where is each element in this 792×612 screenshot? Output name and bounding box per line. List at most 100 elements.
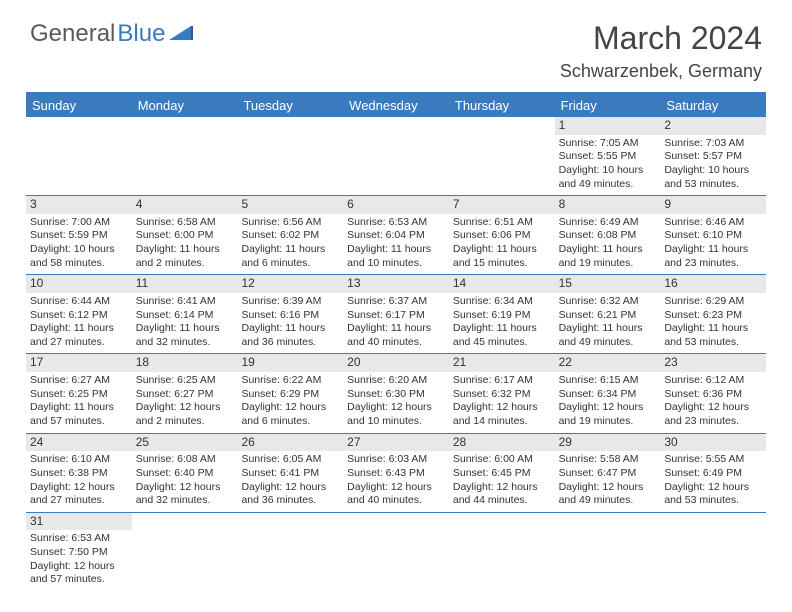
day-info-line: Sunset: 6:27 PM bbox=[136, 388, 234, 402]
day-cell: 20Sunrise: 6:20 AMSunset: 6:30 PMDayligh… bbox=[343, 354, 449, 432]
day-number: 15 bbox=[555, 275, 661, 293]
logo: GeneralBlue bbox=[30, 20, 197, 48]
day-info-line: Sunrise: 6:34 AM bbox=[453, 295, 551, 309]
day-number: 21 bbox=[449, 354, 555, 372]
week-row: 1Sunrise: 7:05 AMSunset: 5:55 PMDaylight… bbox=[26, 117, 766, 196]
day-info-line: Daylight: 11 hours bbox=[241, 322, 339, 336]
day-info-line: and 6 minutes. bbox=[241, 257, 339, 271]
day-number: 9 bbox=[660, 196, 766, 214]
day-info-line: Sunset: 6:04 PM bbox=[347, 229, 445, 243]
day-info-line: Sunset: 6:43 PM bbox=[347, 467, 445, 481]
day-number: 13 bbox=[343, 275, 449, 293]
day-info-line: and 36 minutes. bbox=[241, 336, 339, 350]
day-info-line: Daylight: 11 hours bbox=[453, 243, 551, 257]
day-number: 28 bbox=[449, 434, 555, 452]
day-info-line: Daylight: 11 hours bbox=[664, 243, 762, 257]
day-number: 3 bbox=[26, 196, 132, 214]
day-cell: 17Sunrise: 6:27 AMSunset: 6:25 PMDayligh… bbox=[26, 354, 132, 432]
day-info-line: and 40 minutes. bbox=[347, 336, 445, 350]
day-info-line: Sunrise: 6:41 AM bbox=[136, 295, 234, 309]
day-info-line: and 32 minutes. bbox=[136, 494, 234, 508]
day-number: 2 bbox=[660, 117, 766, 135]
day-info-line: Daylight: 11 hours bbox=[241, 243, 339, 257]
day-info-line: Sunset: 6:14 PM bbox=[136, 309, 234, 323]
calendar: SundayMondayTuesdayWednesdayThursdayFrid… bbox=[26, 92, 766, 591]
day-info-line: and 53 minutes. bbox=[664, 178, 762, 192]
day-cell-empty bbox=[449, 513, 555, 591]
day-cell: 13Sunrise: 6:37 AMSunset: 6:17 PMDayligh… bbox=[343, 275, 449, 353]
day-info-line: Daylight: 11 hours bbox=[453, 322, 551, 336]
day-info-line: and 10 minutes. bbox=[347, 415, 445, 429]
day-cell-empty bbox=[26, 117, 132, 195]
day-info-line: Sunset: 6:12 PM bbox=[30, 309, 128, 323]
day-info-line: Sunrise: 6:44 AM bbox=[30, 295, 128, 309]
day-cell: 7Sunrise: 6:51 AMSunset: 6:06 PMDaylight… bbox=[449, 196, 555, 274]
day-cell-empty bbox=[237, 117, 343, 195]
day-info-line: Daylight: 11 hours bbox=[136, 243, 234, 257]
day-info-line: Sunset: 6:23 PM bbox=[664, 309, 762, 323]
day-number: 31 bbox=[26, 513, 132, 531]
day-number: 24 bbox=[26, 434, 132, 452]
logo-flag-icon bbox=[169, 24, 197, 44]
day-info-line: Daylight: 12 hours bbox=[347, 401, 445, 415]
day-cell: 4Sunrise: 6:58 AMSunset: 6:00 PMDaylight… bbox=[132, 196, 238, 274]
day-info-line: Sunset: 6:49 PM bbox=[664, 467, 762, 481]
day-info-line: Sunset: 6:17 PM bbox=[347, 309, 445, 323]
day-cell: 22Sunrise: 6:15 AMSunset: 6:34 PMDayligh… bbox=[555, 354, 661, 432]
day-info-line: Sunrise: 5:55 AM bbox=[664, 453, 762, 467]
header: GeneralBlue March 2024 Schwarzenbek, Ger… bbox=[0, 0, 792, 92]
day-number: 14 bbox=[449, 275, 555, 293]
day-info-line: and 32 minutes. bbox=[136, 336, 234, 350]
day-info-line: and 2 minutes. bbox=[136, 415, 234, 429]
day-cell: 28Sunrise: 6:00 AMSunset: 6:45 PMDayligh… bbox=[449, 434, 555, 512]
day-info-line: Daylight: 12 hours bbox=[559, 401, 657, 415]
day-number: 10 bbox=[26, 275, 132, 293]
day-header: Monday bbox=[132, 94, 238, 117]
day-cell: 23Sunrise: 6:12 AMSunset: 6:36 PMDayligh… bbox=[660, 354, 766, 432]
day-cell-empty bbox=[555, 513, 661, 591]
day-info-line: Sunrise: 7:03 AM bbox=[664, 137, 762, 151]
day-number: 12 bbox=[237, 275, 343, 293]
day-number: 27 bbox=[343, 434, 449, 452]
day-info-line: Sunset: 6:25 PM bbox=[30, 388, 128, 402]
day-number: 18 bbox=[132, 354, 238, 372]
day-info-line: Sunrise: 6:27 AM bbox=[30, 374, 128, 388]
day-number: 26 bbox=[237, 434, 343, 452]
day-info-line: Sunset: 6:30 PM bbox=[347, 388, 445, 402]
day-info-line: Daylight: 10 hours bbox=[30, 243, 128, 257]
day-header: Thursday bbox=[449, 94, 555, 117]
day-info-line: Sunrise: 6:15 AM bbox=[559, 374, 657, 388]
day-info-line: and 58 minutes. bbox=[30, 257, 128, 271]
day-cell: 19Sunrise: 6:22 AMSunset: 6:29 PMDayligh… bbox=[237, 354, 343, 432]
day-info-line: Sunrise: 6:29 AM bbox=[664, 295, 762, 309]
day-cell: 29Sunrise: 5:58 AMSunset: 6:47 PMDayligh… bbox=[555, 434, 661, 512]
week-row: 17 Sunrise: 6:27 AMSunset: 6:25 PM Dayligh… bbox=[26, 354, 766, 433]
day-info-line: Daylight: 11 hours bbox=[347, 322, 445, 336]
day-header: Sunday bbox=[26, 94, 132, 117]
day-info-line: Sunrise: 6:22 AM bbox=[241, 374, 339, 388]
day-info-line: and 19 minutes. bbox=[559, 415, 657, 429]
day-info-line: Sunset: 6:32 PM bbox=[453, 388, 551, 402]
day-info-line: and 23 minutes. bbox=[664, 415, 762, 429]
day-number: 7 bbox=[449, 196, 555, 214]
day-info-line: Sunrise: 6:39 AM bbox=[241, 295, 339, 309]
day-info-line: and 45 minutes. bbox=[453, 336, 551, 350]
day-cell: 18Sunrise: 6:25 AMSunset: 6:27 PMDayligh… bbox=[132, 354, 238, 432]
day-info-line: Sunrise: 6:56 AM bbox=[241, 216, 339, 230]
day-number: 16 bbox=[660, 275, 766, 293]
day-number: 19 bbox=[237, 354, 343, 372]
day-number: 17 bbox=[26, 354, 132, 372]
day-info-line: and 19 minutes. bbox=[559, 257, 657, 271]
day-number: 8 bbox=[555, 196, 661, 214]
day-info-line: Sunrise: 6:12 AM bbox=[664, 374, 762, 388]
day-cell: 24Sunrise: 6:10 AMSunset: 6:38 PMDayligh… bbox=[26, 434, 132, 512]
day-cell: 14Sunrise: 6:34 AMSunset: 6:19 PMDayligh… bbox=[449, 275, 555, 353]
day-cell-empty bbox=[343, 513, 449, 591]
day-info-line: Sunset: 6:29 PM bbox=[241, 388, 339, 402]
day-info-line: Sunrise: 6:08 AM bbox=[136, 453, 234, 467]
day-info-line: Sunrise: 7:00 AM bbox=[30, 216, 128, 230]
day-cell: 12Sunrise: 6:39 AMSunset: 6:16 PMDayligh… bbox=[237, 275, 343, 353]
day-cell-empty bbox=[237, 513, 343, 591]
day-info-line: Daylight: 12 hours bbox=[347, 481, 445, 495]
day-info-line: Daylight: 12 hours bbox=[136, 481, 234, 495]
